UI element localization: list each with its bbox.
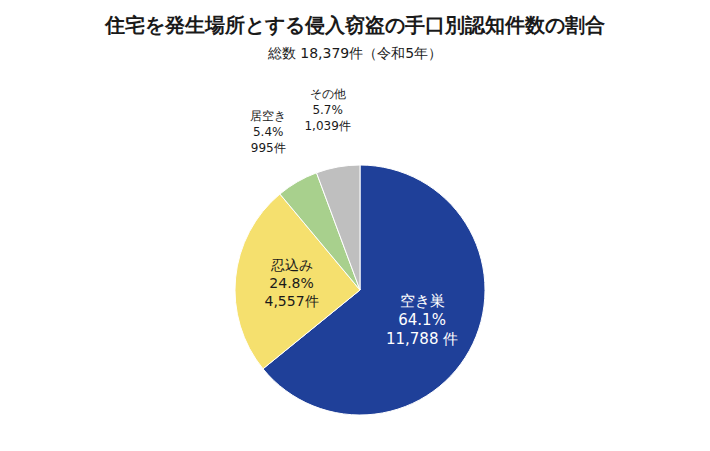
svg-text:24.8%: 24.8% (269, 275, 313, 291)
svg-text:5.7%: 5.7% (312, 103, 343, 117)
svg-text:5.4%: 5.4% (253, 125, 284, 139)
svg-text:空き巣: 空き巣 (400, 292, 445, 310)
svg-text:995件: 995件 (251, 141, 286, 155)
svg-text:1,039件: 1,039件 (304, 119, 350, 133)
html-text:住宅を発生場所とする侵入窃盗の手口別認知件数の割合: 住宅を発生場所とする侵入窃盗の手口別認知件数の割合 (105, 13, 605, 37)
html-text:総数 18,379件（令和5年）: 総数 18,379件（令和5年） (267, 45, 443, 61)
svg-text:64.1%: 64.1% (398, 311, 446, 329)
svg-text:その他: その他 (310, 87, 346, 101)
svg-text:居空き: 居空き (250, 109, 286, 123)
svg-text:11,788 件: 11,788 件 (386, 330, 458, 348)
svg-text:4,557件: 4,557件 (265, 293, 319, 309)
svg-text:忍込み: 忍込み (270, 257, 313, 273)
